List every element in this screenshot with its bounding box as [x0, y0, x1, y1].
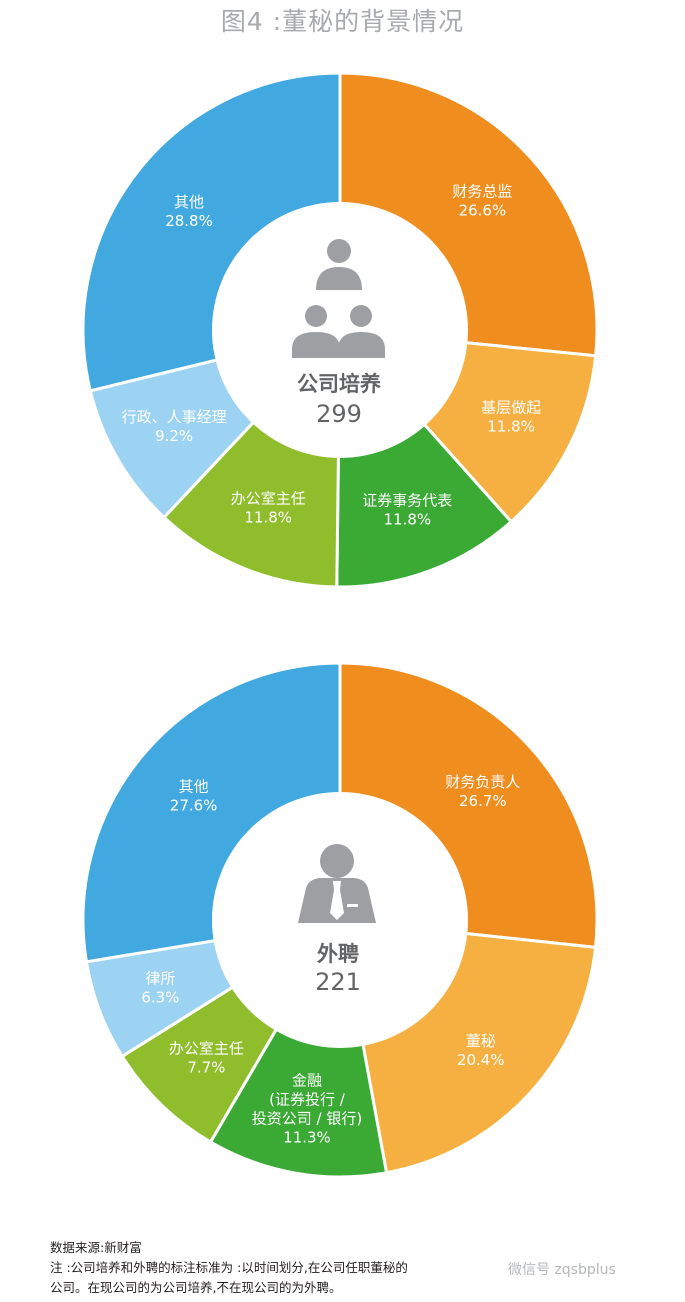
slice-label: (证券投行 / [269, 1091, 346, 1109]
slice-value: 26.6% [459, 202, 507, 220]
slice-label: 其他 [179, 777, 209, 795]
slice-value: 28.8% [165, 212, 213, 230]
center-count: 221 [315, 968, 361, 996]
donut-chart-company-trained: 财务总监26.6%基层做起11.8%证券事务代表11.8%办公室主任11.8%行… [81, 71, 599, 589]
slice-label: 基层做起 [481, 399, 541, 417]
slice-value: 20.4% [457, 1051, 505, 1069]
slice-value: 6.3% [141, 988, 179, 1006]
slice-value: 9.2% [155, 427, 193, 445]
slice-label: 办公室主任 [169, 1039, 244, 1057]
slice-label: 财务负责人 [445, 773, 520, 791]
slice-value: 11.8% [487, 418, 535, 436]
slice-label: 投资公司 / 银行) [252, 1110, 362, 1128]
slice-label: 办公室主任 [231, 490, 306, 508]
slice-value: 11.8% [244, 509, 292, 527]
watermark: 微信号 zqsbplus [508, 1262, 616, 1278]
slice-label: 金融 [292, 1072, 322, 1090]
slice-value: 26.7% [459, 792, 507, 810]
center-label: 外聘 [317, 942, 359, 966]
slice-label: 董秘 [466, 1032, 496, 1050]
center-label: 公司培养 [297, 372, 381, 396]
slice-label: 律所 [145, 969, 175, 987]
slice-label: 行政、人事经理 [122, 408, 227, 426]
slice-labels: 财务总监26.6%基层做起11.8%证券事务代表11.8%办公室主任11.8%行… [122, 183, 541, 529]
slice-value: 11.8% [383, 510, 431, 528]
slice-value: 11.3% [283, 1129, 331, 1147]
businessman-icon [298, 844, 376, 923]
group-people-icon [292, 239, 385, 358]
slice-label: 其他 [174, 193, 204, 211]
donut-hole [212, 202, 468, 458]
center-count: 299 [316, 400, 362, 428]
footer-notes: 数据来源:新财富 注 :公司培养和外聘的标注标准为 :以时间划分,在公司任职董秘… [50, 1238, 670, 1298]
data-source: 数据来源:新财富 [50, 1240, 142, 1255]
note-line-2: 公司。在现公司的为公司培养,不在现公司的为外聘。 [50, 1280, 342, 1295]
page-title: 图4 :董秘的背景情况 [220, 7, 465, 36]
note-line-1: 注 :公司培养和外聘的标注标准为 :以时间划分,在公司任职董秘的 [50, 1260, 408, 1275]
slice-label: 证券事务代表 [362, 491, 452, 509]
slice-value: 7.7% [187, 1058, 225, 1076]
slice-value: 27.6% [170, 796, 218, 814]
slice-label: 财务总监 [452, 183, 512, 201]
